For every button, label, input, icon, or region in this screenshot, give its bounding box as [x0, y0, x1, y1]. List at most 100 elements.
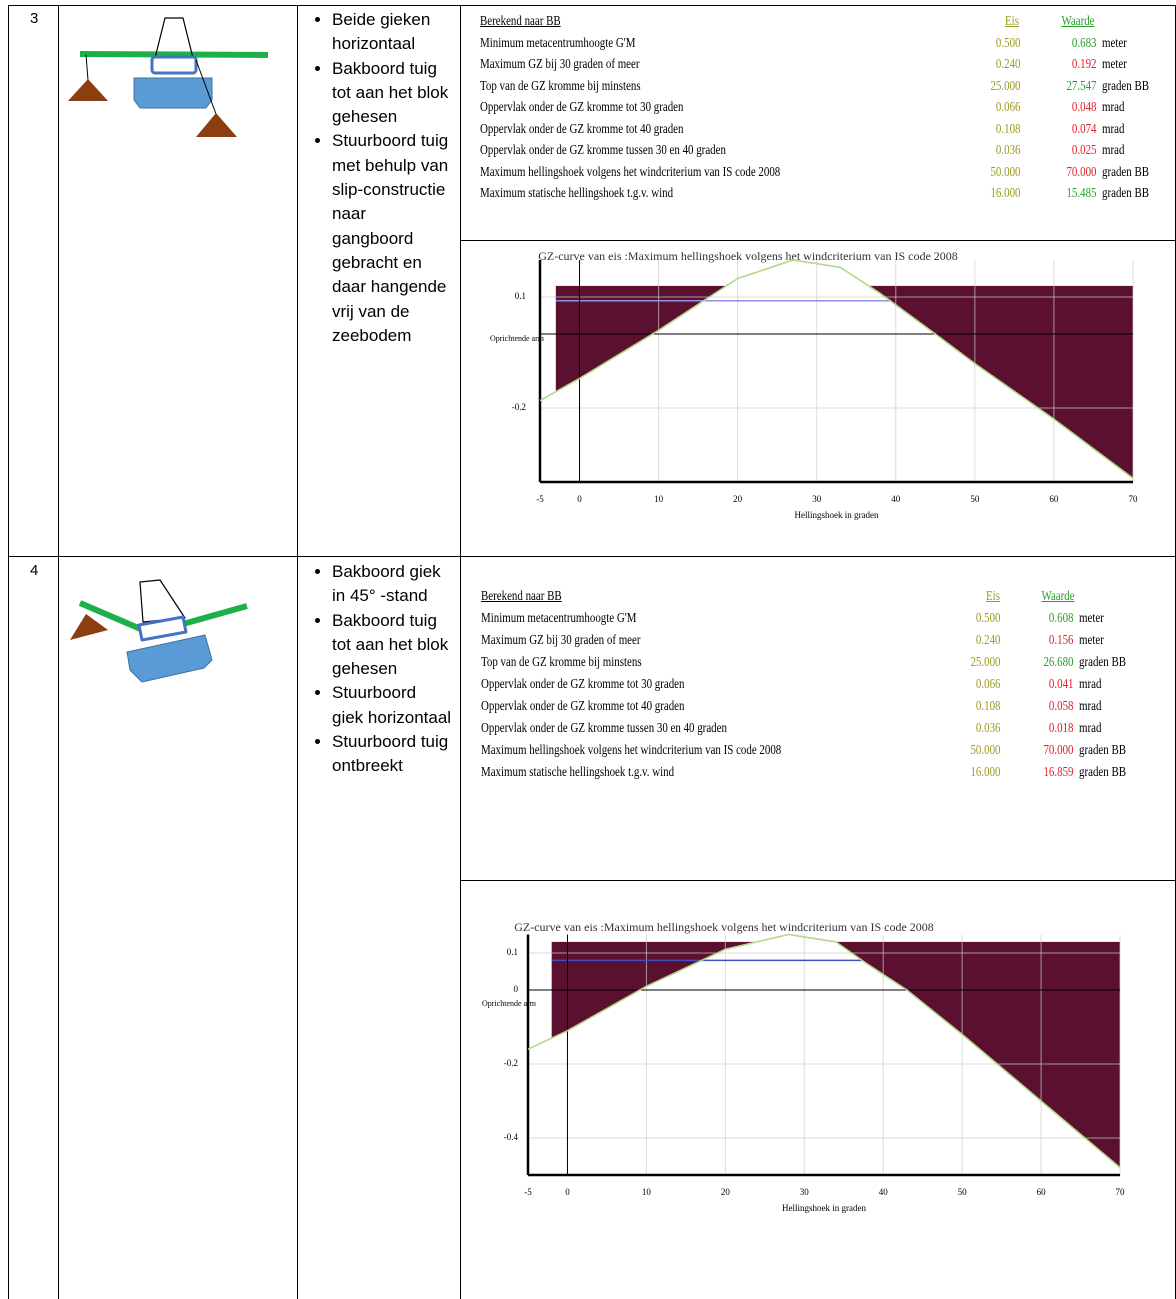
- column-header: Eis: [1005, 14, 1019, 29]
- criterion-label: Maximum statische hellingshoek t.g.v. wi…: [480, 186, 674, 201]
- border: [460, 240, 1176, 241]
- unit: meter: [1102, 35, 1127, 51]
- column-header: Waarde: [1041, 589, 1075, 604]
- border: [8, 5, 1176, 6]
- y-tick-label: -0.4: [504, 1132, 519, 1142]
- x-tick-label: 0: [577, 494, 582, 504]
- border: [58, 5, 59, 1299]
- actual-value: 0.058: [1048, 699, 1073, 714]
- requirement-value: 0.240: [995, 57, 1020, 72]
- actual-value: 0.041: [1048, 677, 1073, 692]
- x-tick-label: 10: [642, 1187, 652, 1197]
- area-under-curve: [540, 260, 1133, 482]
- criterion-label: Oppervlak onder de GZ kromme tot 30 grad…: [480, 100, 684, 115]
- criterion-label: Maximum hellingshoek volgens het windcri…: [481, 743, 782, 758]
- criterion-label: Maximum GZ bij 30 graden of meer: [481, 633, 641, 648]
- unit: mrad: [1102, 100, 1125, 115]
- x-axis-label: Hellingshoek in graden: [782, 1203, 866, 1213]
- actual-value: 0.048: [1071, 100, 1096, 115]
- bullet-list: Bakboord giek in 45° -standBakboord tuig…: [307, 560, 452, 779]
- unit: graden BB: [1079, 765, 1127, 780]
- unit: mrad: [1079, 699, 1102, 714]
- x-tick-label: 50: [970, 494, 980, 504]
- y-axis-label: Oprichtende arm: [482, 999, 537, 1008]
- criterion-label: Minimum metacentrumhoogte G'M: [481, 611, 637, 626]
- bullet-item: Stuurboord tuig ontbreekt: [332, 730, 452, 779]
- x-tick-label: 0: [565, 1187, 570, 1197]
- criterion-label: Maximum hellingshoek volgens het windcri…: [480, 164, 781, 180]
- x-axis-label: Hellingshoek in graden: [795, 510, 879, 520]
- requirement-value: 16.000: [969, 765, 1000, 780]
- bullet-list: Beide gieken horizontaalBakboord tuig to…: [307, 8, 452, 348]
- actual-value: 70.000: [1042, 743, 1073, 758]
- criterion-label: Oppervlak onder de GZ kromme tussen 30 e…: [481, 721, 727, 736]
- actual-value: 16.859: [1042, 765, 1073, 780]
- x-tick-label: 70: [1129, 494, 1139, 504]
- x-tick-label: 40: [879, 1187, 889, 1197]
- unit: graden BB: [1079, 655, 1127, 670]
- actual-value: 27.547: [1065, 78, 1096, 94]
- x-tick-label: 20: [721, 1187, 731, 1197]
- unit: mrad: [1079, 721, 1102, 736]
- y-tick-label: 0: [514, 984, 519, 994]
- requirement-value: 0.036: [995, 143, 1020, 158]
- criterion-label: Top van de GZ kromme bij minstens: [480, 78, 641, 94]
- border: [460, 880, 1176, 881]
- criterion-label: Oppervlak onder de GZ kromme tussen 30 e…: [480, 143, 726, 158]
- actual-value: 0.025: [1071, 143, 1096, 158]
- column-header: Waarde: [1061, 14, 1095, 29]
- x-tick-label: -5: [536, 494, 544, 504]
- x-tick-label: 20: [733, 494, 743, 504]
- unit: mrad: [1079, 677, 1102, 692]
- actual-value: 0.608: [1048, 611, 1073, 626]
- bullet-item: Stuurboord giek horizontaal: [332, 681, 452, 730]
- criterion-label: Oppervlak onder de GZ kromme tot 40 grad…: [481, 699, 685, 714]
- requirement-value: 0.108: [975, 699, 1000, 714]
- bullet-item: Beide gieken horizontaal: [332, 8, 452, 57]
- requirement-value: 0.066: [975, 677, 1000, 692]
- y-tick-label: 0.1: [507, 947, 518, 957]
- requirement-value: 0.500: [995, 35, 1020, 51]
- requirement-value: 0.108: [995, 121, 1020, 137]
- y-tick-label: -0.2: [512, 402, 526, 412]
- border: [8, 5, 9, 1299]
- criterion-label: Oppervlak onder de GZ kromme tot 40 grad…: [480, 121, 684, 137]
- requirement-value: 50.000: [969, 743, 1000, 758]
- chart-title: GZ-curve van eis :Maximum hellingshoek v…: [514, 920, 934, 934]
- criterion-label: Maximum GZ bij 30 graden of meer: [480, 57, 640, 72]
- chart-title: GZ-curve van eis :Maximum hellingshoek v…: [538, 249, 958, 263]
- gz-curve: [527, 933, 1121, 1169]
- y-tick-label: -0.2: [504, 1058, 518, 1068]
- actual-value: 0.192: [1071, 57, 1096, 72]
- area-under-curve: [528, 934, 1120, 1175]
- unit: mrad: [1102, 121, 1125, 137]
- table-title: Berekend naar BB: [480, 14, 561, 29]
- actual-value: 15.485: [1065, 186, 1096, 201]
- x-tick-label: 50: [958, 1187, 968, 1197]
- x-tick-label: 10: [654, 494, 664, 504]
- requirement-value: 0.066: [995, 100, 1020, 115]
- requirement-value: 0.240: [975, 633, 1000, 648]
- row-number: 4: [30, 562, 39, 579]
- criterion-label: Maximum statische hellingshoek t.g.v. wi…: [481, 765, 675, 780]
- requirement-value: 0.036: [975, 721, 1000, 736]
- row-number: 3: [30, 10, 39, 27]
- requirement-value: 16.000: [989, 186, 1020, 201]
- bullet-item: Stuurboord tuig met behulp van slip-cons…: [332, 129, 452, 348]
- x-tick-label: 40: [891, 494, 901, 504]
- actual-value: 0.074: [1071, 121, 1096, 137]
- requirement-value: 50.000: [989, 164, 1020, 180]
- actual-value: 70.000: [1065, 164, 1096, 180]
- x-tick-label: 70: [1116, 1187, 1126, 1197]
- actual-value: 0.018: [1048, 721, 1073, 736]
- x-tick-label: 30: [812, 494, 822, 504]
- bullet-item: Bakboord tuig tot aan het blok gehesen: [332, 609, 452, 682]
- ship-diagram: [68, 17, 269, 137]
- actual-value: 26.680: [1042, 655, 1073, 670]
- unit: meter: [1102, 57, 1127, 72]
- table-title: Berekend naar BB: [481, 589, 562, 604]
- unit: graden BB: [1079, 743, 1127, 758]
- gz-curve: [539, 259, 1134, 479]
